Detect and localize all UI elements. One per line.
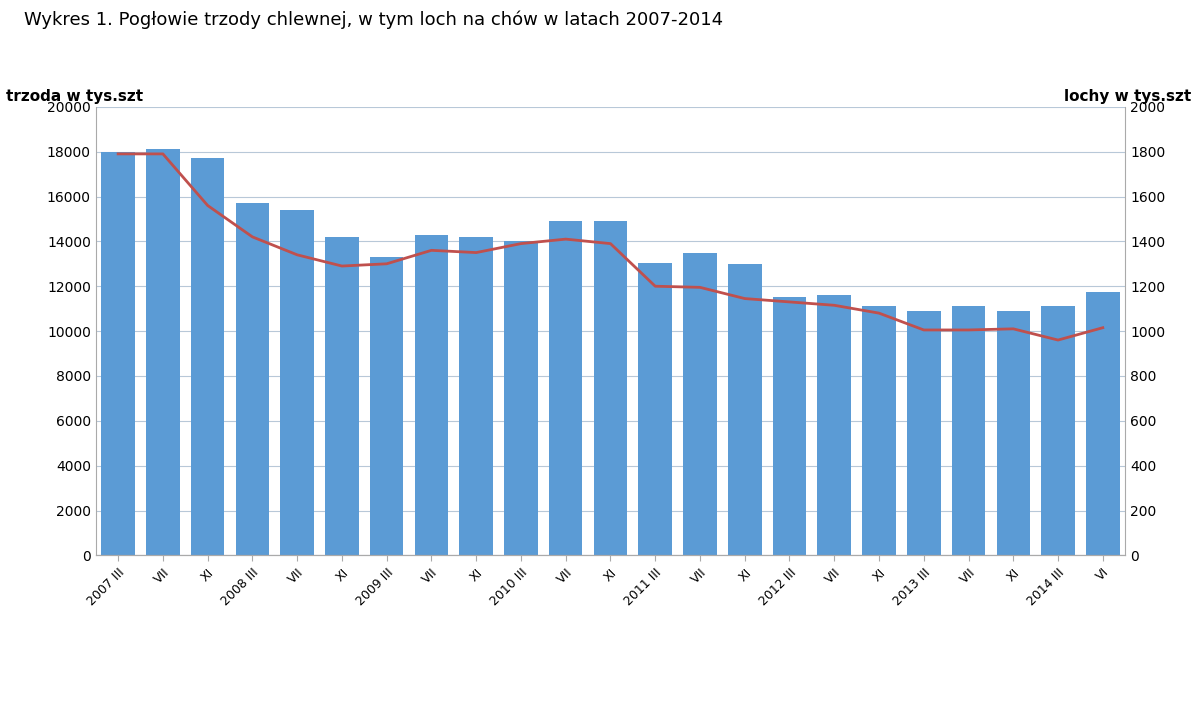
Bar <box>414 235 448 555</box>
Bar <box>504 241 537 555</box>
Bar <box>952 306 985 555</box>
Bar <box>818 295 851 555</box>
Bar <box>146 150 180 555</box>
Bar <box>907 311 941 555</box>
Bar <box>370 257 403 555</box>
Bar <box>683 253 717 555</box>
Bar <box>102 152 135 555</box>
Bar <box>236 203 269 555</box>
Bar <box>728 263 761 555</box>
Bar <box>862 306 895 555</box>
Bar <box>773 298 807 555</box>
Text: lochy w tys.szt: lochy w tys.szt <box>1064 89 1191 104</box>
Bar <box>1086 292 1119 555</box>
Bar <box>549 221 583 555</box>
Bar <box>280 210 314 555</box>
Bar <box>638 263 672 555</box>
Bar <box>996 311 1031 555</box>
Bar <box>1041 306 1075 555</box>
Bar <box>326 237 359 555</box>
Bar <box>460 237 493 555</box>
Bar <box>190 158 224 555</box>
Bar <box>594 221 627 555</box>
Text: trzoda w tys.szt: trzoda w tys.szt <box>6 89 144 104</box>
Text: Wykres 1. Pogłowie trzody chlewnej, w tym loch na chów w latach 2007-2014: Wykres 1. Pogłowie trzody chlewnej, w ty… <box>24 11 723 29</box>
